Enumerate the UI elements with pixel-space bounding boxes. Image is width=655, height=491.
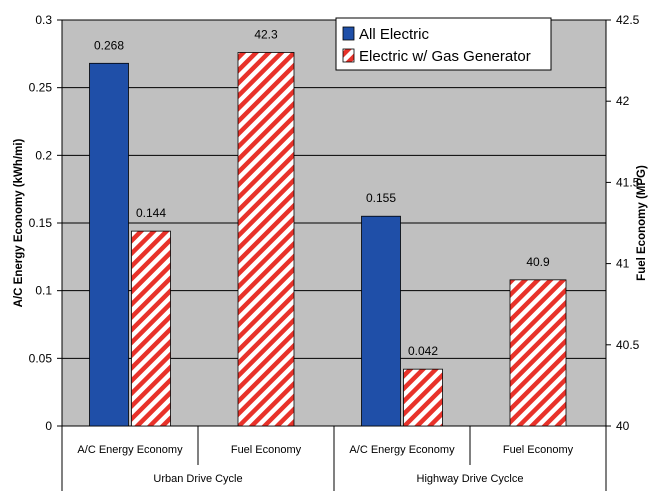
data-label: 40.9 xyxy=(526,255,550,269)
right-tick-label: 40 xyxy=(616,419,630,433)
right-tick-label: 42 xyxy=(616,94,630,108)
right-tick-label: 41 xyxy=(616,257,630,271)
right-tick-label: 42.5 xyxy=(616,13,640,27)
data-label: 42.3 xyxy=(254,27,278,41)
left-tick-label: 0.1 xyxy=(35,284,52,298)
right-tick-label: 41.5 xyxy=(616,175,640,189)
group-label: Urban Drive Cycle xyxy=(153,473,242,485)
bar-fuel-economy xyxy=(237,52,295,427)
legend: All Electric Electric w/ Gas Generator xyxy=(335,17,552,71)
legend-box xyxy=(335,17,552,71)
left-tick-label: 0.3 xyxy=(35,13,52,27)
y-right-axis-title: Fuel Economy (MPG) xyxy=(636,165,648,281)
category-label: Fuel Economy xyxy=(231,444,302,456)
group-label: Highway Drive Cyclce xyxy=(417,473,524,485)
left-tick-label: 0.2 xyxy=(35,148,52,162)
bar-electric-gas-generator xyxy=(131,230,171,427)
legend-label-all-electric: All Electric xyxy=(359,26,430,43)
category-label: A/C Energy Economy xyxy=(349,444,455,456)
y-left-axis-title: A/C Energy Economy (kWh/mi) xyxy=(13,138,25,307)
bar-fuel-economy xyxy=(509,279,567,427)
data-label: 0.144 xyxy=(136,206,166,220)
data-label: 0.042 xyxy=(408,344,438,358)
category-label: A/C Energy Economy xyxy=(77,444,183,456)
legend-swatch-electric-gas-generator xyxy=(342,48,355,63)
bar-all-electric xyxy=(361,215,401,427)
right-tick-label: 40.5 xyxy=(616,338,640,352)
left-tick-label: 0.25 xyxy=(29,81,53,95)
left-tick-label: 0.15 xyxy=(29,216,53,230)
data-label: 0.268 xyxy=(94,38,124,52)
legend-label-electric-gas-generator: Electric w/ Gas Generator xyxy=(359,48,531,65)
left-tick-label: 0 xyxy=(45,419,52,433)
bar-electric-gas-generator xyxy=(403,368,443,427)
data-label: 0.155 xyxy=(366,191,396,205)
legend-swatch-all-electric xyxy=(342,26,355,41)
category-label: Fuel Economy xyxy=(503,444,574,456)
bar-all-electric xyxy=(89,62,129,427)
left-tick-label: 0.05 xyxy=(29,351,53,365)
